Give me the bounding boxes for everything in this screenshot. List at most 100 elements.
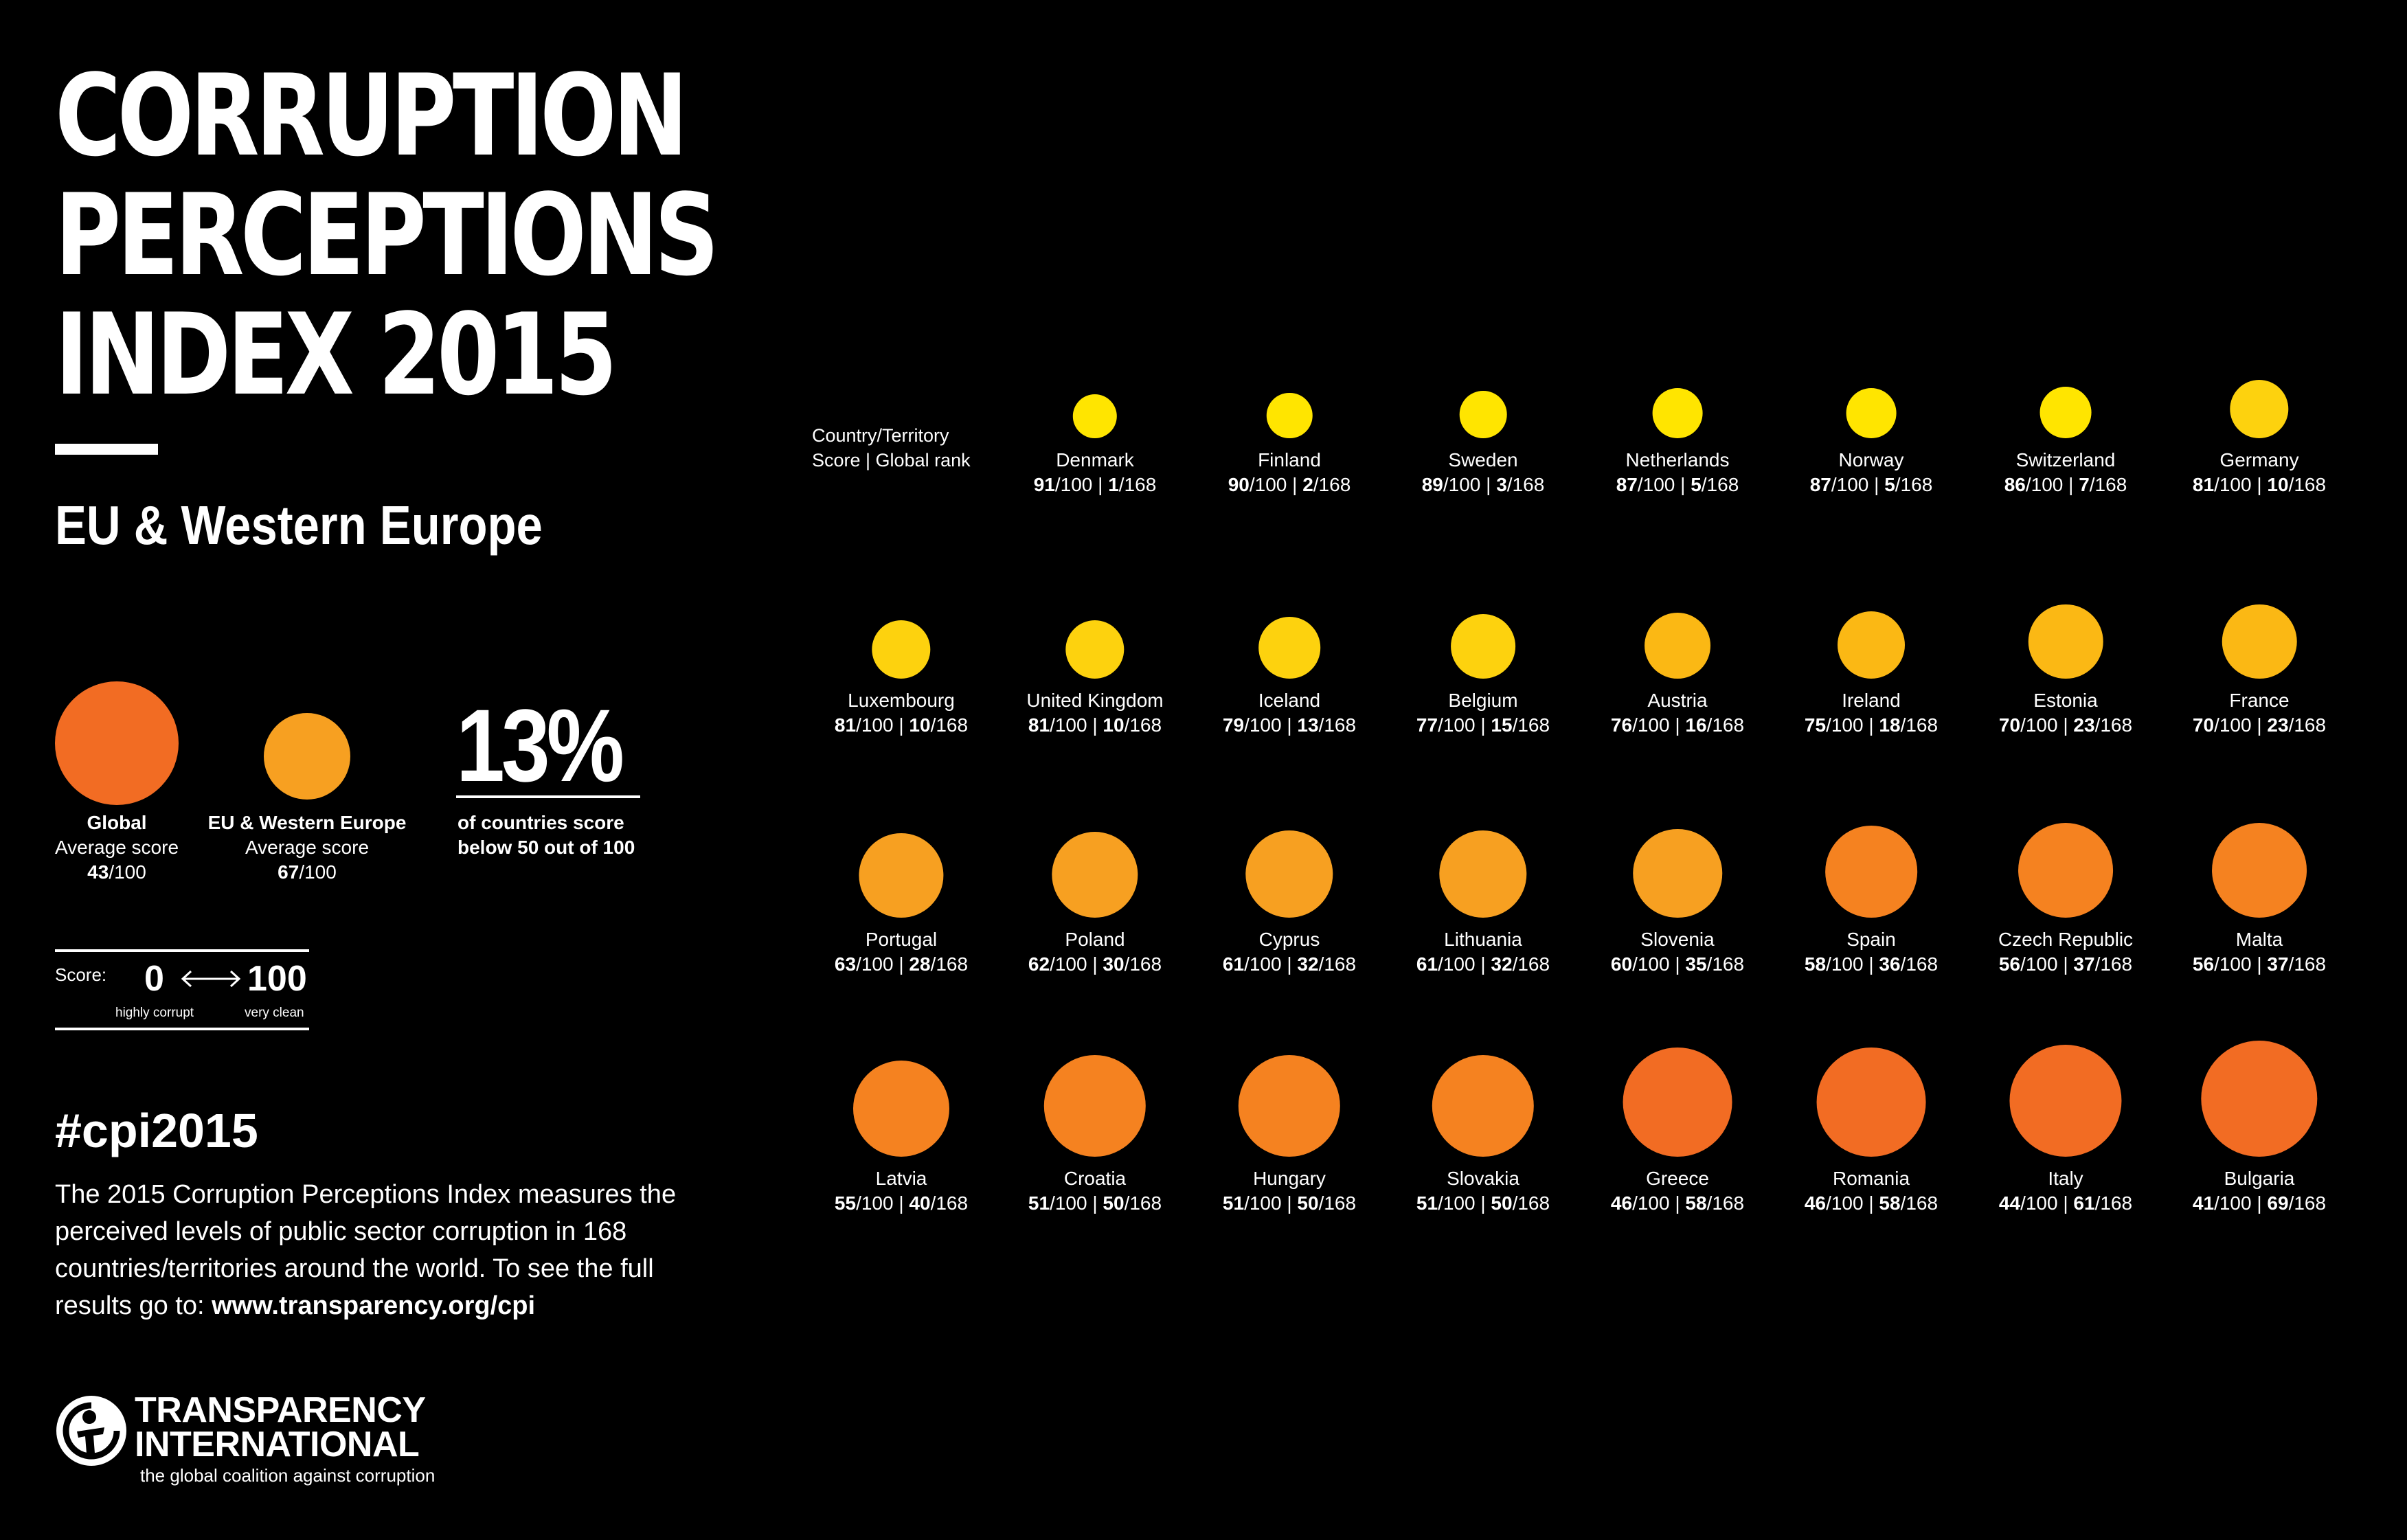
country-rank-total: /168 <box>1318 714 1357 736</box>
country-name: Greece <box>1646 1168 1709 1189</box>
country-rank: 32 <box>1491 953 1513 975</box>
country-score-max: /100 | <box>1632 953 1686 975</box>
country-score: 55/100 | 40/168 <box>812 1191 991 1216</box>
country-score-value: 58 <box>1804 953 1827 975</box>
country-rank-total: /168 <box>930 714 969 736</box>
country-rank: 50 <box>1103 1192 1125 1214</box>
country-score-value: 62 <box>1028 953 1050 975</box>
scale-label: Score: <box>55 964 107 985</box>
country-item: United Kingdom 81/100 | 10/168 <box>1006 543 1184 738</box>
country-score-max: /100 | <box>1826 714 1879 736</box>
country-score-circle <box>2018 823 2113 918</box>
country-score: 51/100 | 50/168 <box>1394 1191 1572 1216</box>
country-rank-total: /168 <box>2094 1192 2133 1214</box>
country-score-circle <box>1065 620 1125 679</box>
country-name: Switzerland <box>2015 449 2116 471</box>
country-score: 87/100 | 5/168 <box>1588 473 1767 497</box>
country-score: 56/100 | 37/168 <box>2170 952 2349 977</box>
country-rank: 5 <box>1884 474 1895 495</box>
country-rank: 61 <box>2073 1192 2095 1214</box>
country-score: 58/100 | 36/168 <box>1782 952 1960 977</box>
country-rank: 32 <box>1297 953 1319 975</box>
country-name: Spain <box>1846 929 1896 950</box>
title-line: PERCEPTIONS <box>55 170 719 301</box>
country-score: 62/100 | 30/168 <box>1006 952 1184 977</box>
country-rank-total: /168 <box>2288 1192 2327 1214</box>
country-score-value: 46 <box>1804 1192 1827 1214</box>
country-score-max: /100 | <box>2020 714 2074 736</box>
country-item: Denmark 91/100 | 1/168 <box>1006 302 1184 497</box>
country-name: Norway <box>1838 449 1904 471</box>
country-name: Belgium <box>1448 690 1518 711</box>
country-name: Ireland <box>1842 690 1901 711</box>
country-name: Czech Republic <box>1998 929 2134 950</box>
country-rank-total: /168 <box>1706 714 1745 736</box>
country-rank: 50 <box>1297 1192 1319 1214</box>
country-score-max: /100 | <box>1632 714 1686 736</box>
country-rank: 28 <box>909 953 931 975</box>
country-score-max: /100 | <box>856 714 909 736</box>
country-score: 70/100 | 23/168 <box>2170 713 2349 738</box>
legend-line: Score | Global rank <box>812 450 971 471</box>
country-item: Switzerland 86/100 | 7/168 <box>1976 302 2155 497</box>
country-rank-total: /168 <box>2288 474 2327 495</box>
country-score-value: 81 <box>1028 714 1050 736</box>
country-item: Luxembourg 81/100 | 10/168 <box>812 543 991 738</box>
country-name: Austria <box>1647 690 1708 711</box>
country-score-circle <box>1825 826 1917 918</box>
country-rank: 5 <box>1691 474 1702 495</box>
country-score-max: /100 | <box>1438 953 1491 975</box>
country-score-circle <box>1816 1048 1926 1157</box>
country-rank-total: /168 <box>2094 714 2133 736</box>
page-title: CORRUPTION PERCEPTIONS INDEX 2015 <box>55 56 719 415</box>
country-score: 46/100 | 58/168 <box>1588 1191 1767 1216</box>
country-score: 61/100 | 32/168 <box>1200 952 1379 977</box>
country-score-circle <box>1266 392 1313 438</box>
country-item: Slovakia 51/100 | 50/168 <box>1394 1021 1572 1216</box>
country-item: Greece 46/100 | 58/168 <box>1588 1021 1767 1216</box>
region-average-caption: Average score <box>245 837 370 858</box>
country-score-max: /100 | <box>1831 474 1885 495</box>
country-name: Latvia <box>875 1168 927 1189</box>
country-rank-total: /168 <box>1124 714 1162 736</box>
country-score-circle <box>1072 394 1118 438</box>
country-score: 46/100 | 58/168 <box>1782 1191 1960 1216</box>
country-score-value: 86 <box>2004 474 2026 495</box>
chart-legend: Country/Territory Score | Global rank <box>812 423 991 473</box>
region-average-out-of: /100 <box>299 861 337 883</box>
country-score: 61/100 | 32/168 <box>1394 952 1572 977</box>
country-rank-total: /168 <box>1313 474 1351 495</box>
country-score-circle <box>2222 604 2297 679</box>
country-item: Finland 90/100 | 2/168 <box>1200 302 1379 497</box>
country-score-value: 79 <box>1222 714 1245 736</box>
country-name: Hungary <box>1253 1168 1326 1189</box>
country-name: Estonia <box>2033 690 2098 711</box>
country-score: 41/100 | 69/168 <box>2170 1191 2349 1216</box>
country-item: Portugal 63/100 | 28/168 <box>812 782 991 977</box>
percent-caption: of countries score below 50 out of 100 <box>457 811 635 860</box>
country-score-max: /100 | <box>2025 474 2079 495</box>
region-average-score: 67 <box>278 861 300 883</box>
country-rank-total: /168 <box>1118 474 1157 495</box>
results-link[interactable]: www.transparency.org/cpi <box>212 1291 536 1320</box>
country-rank: 40 <box>909 1192 931 1214</box>
percent-caption-line: of countries score <box>457 812 624 833</box>
country-score-value: 70 <box>1998 714 2021 736</box>
country-score-value: 89 <box>1421 474 1443 495</box>
country-item: Sweden 89/100 | 3/168 <box>1394 302 1572 497</box>
double-arrow-icon <box>181 970 241 988</box>
country-score: 60/100 | 35/168 <box>1588 952 1767 977</box>
country-score: 89/100 | 3/168 <box>1394 473 1572 497</box>
country-score-circle <box>2039 387 2092 438</box>
country-rank: 58 <box>1879 1192 1901 1214</box>
country-name: Netherlands <box>1625 449 1730 471</box>
country-item: Germany 81/100 | 10/168 <box>2170 302 2349 497</box>
region-average-circle <box>264 713 350 800</box>
country-name: Cyprus <box>1258 929 1320 950</box>
region-average-heading: EU & Western Europe <box>207 812 407 833</box>
country-item: Romania 46/100 | 58/168 <box>1782 1021 1960 1216</box>
country-rank-total: /168 <box>1506 474 1545 495</box>
country-score: 75/100 | 18/168 <box>1782 713 1960 738</box>
title-divider <box>55 444 158 455</box>
country-score-max: /100 | <box>1443 474 1497 495</box>
